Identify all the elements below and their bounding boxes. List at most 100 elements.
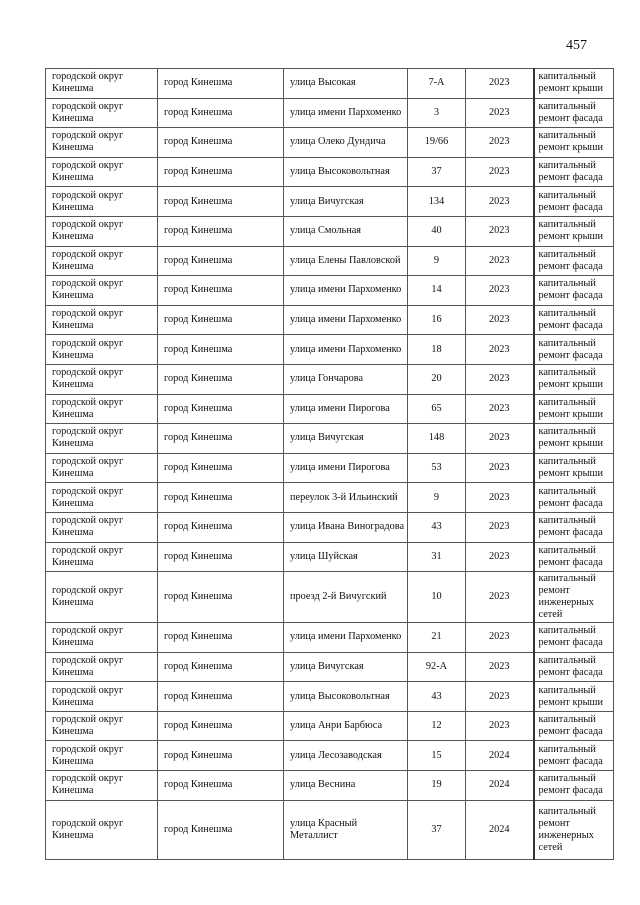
year-cell: 2023 <box>465 275 534 306</box>
table-row: городской округ Кинешма город Кинешма улиц… <box>45 245 614 277</box>
year-cell: 2023 <box>465 156 534 188</box>
street-cell: улица имени Пирогова <box>283 452 408 484</box>
page-number: 457 <box>566 38 587 53</box>
table-row: городской округ Кинешма город Кинешма пере… <box>45 482 614 513</box>
house-number-cell: 148 <box>407 423 466 454</box>
street-cell: улица Веснина <box>283 770 408 801</box>
district-cell: городской округ Кинешма <box>45 651 158 683</box>
year-cell: 2024 <box>465 799 534 860</box>
house-number-cell: 92-А <box>407 651 466 683</box>
house-number-cell: 31 <box>407 541 466 573</box>
table-row: городской округ Кинешма город Кинешма улиц… <box>45 452 614 484</box>
table-row: городской округ Кинешма город Кинешма улиц… <box>45 393 614 425</box>
street-cell: улица Высоковольтная <box>283 681 408 712</box>
year-cell: 2024 <box>465 770 534 801</box>
house-number-cell: 21 <box>407 622 466 653</box>
house-number-cell: 18 <box>407 334 466 365</box>
work-type-cell: капитальный ремонт фасада <box>532 770 614 801</box>
house-number-cell: 37 <box>407 156 466 188</box>
work-type-cell: капитальный ремонт крыши <box>532 452 614 484</box>
work-type-cell: капитальный ремонт крыши <box>532 363 614 395</box>
street-cell: улица Вичугская <box>283 423 408 454</box>
year-cell: 2023 <box>465 127 534 158</box>
district-cell: городской округ Кинешма <box>45 770 158 801</box>
house-number-cell: 53 <box>407 452 466 484</box>
table-row: городской округ Кинешма город Кинешма улиц… <box>45 68 614 99</box>
year-cell: 2023 <box>465 97 534 129</box>
city-cell: город Кинешма <box>157 511 284 543</box>
year-cell: 2023 <box>465 622 534 653</box>
street-cell: улица Шуйская <box>283 541 408 573</box>
street-cell: переулок 3-й Ильинский <box>283 482 408 513</box>
house-number-cell: 134 <box>407 186 466 217</box>
work-type-cell: капитальный ремонт фасада <box>532 651 614 683</box>
house-number-cell: 20 <box>407 363 466 395</box>
house-number-cell: 37 <box>407 799 466 860</box>
year-cell: 2023 <box>465 334 534 365</box>
year-cell: 2023 <box>465 304 534 336</box>
work-type-cell: капитальный ремонт фасада <box>532 245 614 277</box>
table-row: городской округ Кинешма город Кинешма улиц… <box>45 97 614 129</box>
house-number-cell: 14 <box>407 275 466 306</box>
year-cell: 2023 <box>465 511 534 543</box>
city-cell: город Кинешма <box>157 304 284 336</box>
house-number-cell: 7-А <box>407 68 466 99</box>
street-cell: проезд 2-й Вичугский <box>283 571 408 624</box>
year-cell: 2023 <box>465 245 534 277</box>
year-cell: 2023 <box>465 651 534 683</box>
year-cell: 2024 <box>465 740 534 772</box>
city-cell: город Кинешма <box>157 452 284 484</box>
city-cell: город Кинешма <box>157 186 284 217</box>
district-cell: городской округ Кинешма <box>45 245 158 277</box>
year-cell: 2023 <box>465 423 534 454</box>
year-cell: 2023 <box>465 393 534 425</box>
district-cell: городской округ Кинешма <box>45 622 158 653</box>
city-cell: город Кинешма <box>157 363 284 395</box>
street-cell: улица Вичугская <box>283 186 408 217</box>
year-cell: 2023 <box>465 482 534 513</box>
house-number-cell: 19 <box>407 770 466 801</box>
city-cell: город Кинешма <box>157 681 284 712</box>
city-cell: город Кинешма <box>157 275 284 306</box>
district-cell: городской округ Кинешма <box>45 571 158 624</box>
street-cell: улица Вичугская <box>283 651 408 683</box>
district-cell: городской округ Кинешма <box>45 156 158 188</box>
house-number-cell: 3 <box>407 97 466 129</box>
street-cell: улица Гончарова <box>283 363 408 395</box>
city-cell: город Кинешма <box>157 541 284 573</box>
street-cell: улица Высоковольтная <box>283 156 408 188</box>
work-type-cell: капитальный ремонт фасада <box>532 304 614 336</box>
district-cell: городской округ Кинешма <box>45 541 158 573</box>
district-cell: городской округ Кинешма <box>45 186 158 217</box>
table-row: городской округ Кинешма город Кинешма улиц… <box>45 511 614 543</box>
city-cell: город Кинешма <box>157 215 284 247</box>
house-number-cell: 10 <box>407 571 466 624</box>
table-row: городской округ Кинешма город Кинешма улиц… <box>45 541 614 573</box>
street-cell: улица Высокая <box>283 68 408 99</box>
work-type-cell: капитальный ремонт крыши <box>532 127 614 158</box>
house-number-cell: 43 <box>407 681 466 712</box>
table-row: городской округ Кинешма город Кинешма улиц… <box>45 710 614 742</box>
table-row: городской округ Кинешма город Кинешма улиц… <box>45 186 614 217</box>
district-cell: городской округ Кинешма <box>45 275 158 306</box>
city-cell: город Кинешма <box>157 97 284 129</box>
street-cell: улица имени Пархоменко <box>283 334 408 365</box>
district-cell: городской округ Кинешма <box>45 452 158 484</box>
city-cell: город Кинешма <box>157 571 284 624</box>
table-row: городской округ Кинешма город Кинешма прое… <box>45 571 614 624</box>
house-number-cell: 9 <box>407 482 466 513</box>
district-cell: городской округ Кинешма <box>45 68 158 99</box>
district-cell: городской округ Кинешма <box>45 511 158 543</box>
work-type-cell: капитальный ремонт крыши <box>532 393 614 425</box>
table-row: городской округ Кинешма город Кинешма улиц… <box>45 304 614 336</box>
street-cell: улица Смольная <box>283 215 408 247</box>
house-number-cell: 43 <box>407 511 466 543</box>
city-cell: город Кинешма <box>157 393 284 425</box>
table-row: городской округ Кинешма город Кинешма улиц… <box>45 740 614 772</box>
table-row: городской округ Кинешма город Кинешма улиц… <box>45 363 614 395</box>
table-row: городской округ Кинешма город Кинешма улиц… <box>45 799 614 860</box>
year-cell: 2023 <box>465 452 534 484</box>
work-type-cell: капитальный ремонт фасада <box>532 511 614 543</box>
work-type-cell: капитальный ремонт фасада <box>532 622 614 653</box>
city-cell: город Кинешма <box>157 245 284 277</box>
